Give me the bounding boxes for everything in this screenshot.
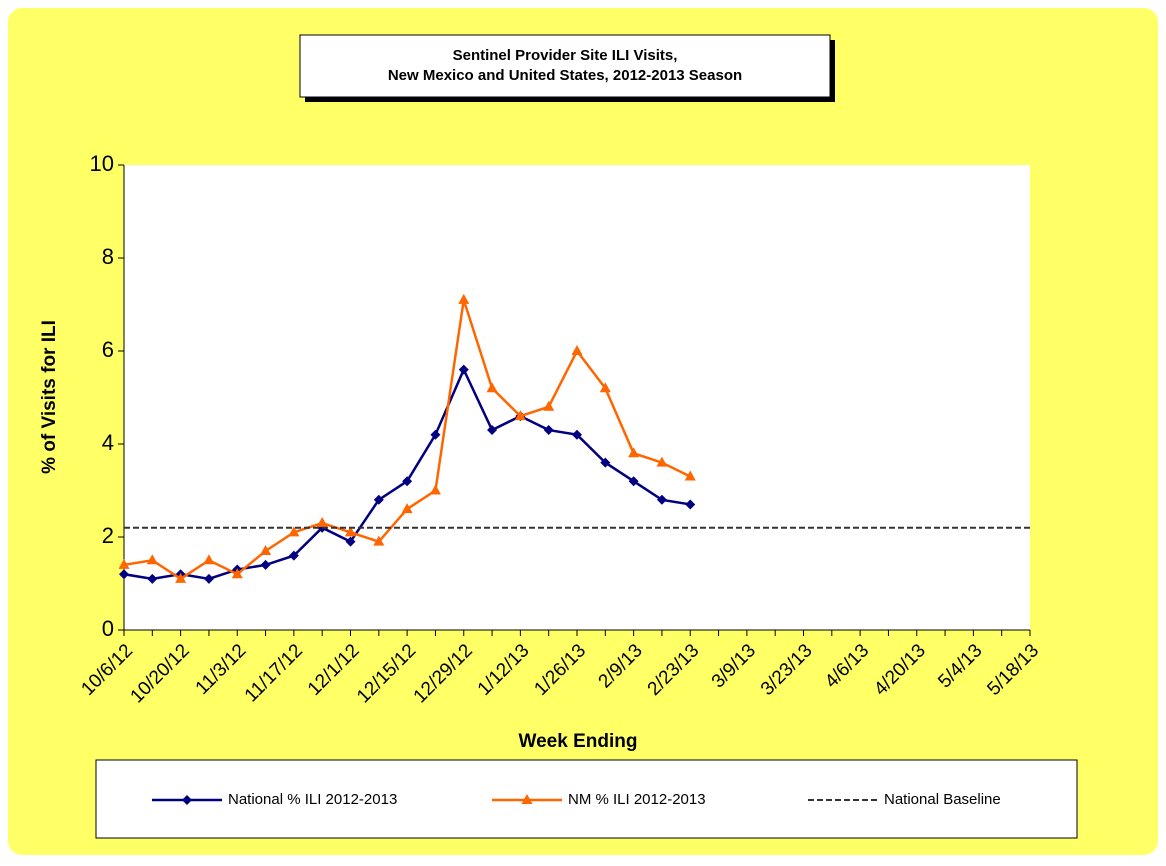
point — [514, 410, 526, 421]
point — [684, 470, 696, 481]
y-tick-label: 6 — [102, 337, 114, 362]
point — [543, 400, 555, 411]
y-tick-label: 8 — [102, 244, 114, 269]
title-box — [299, 34, 831, 98]
point — [600, 457, 611, 468]
point — [571, 345, 583, 355]
legend-label: National % ILI 2012-2013 — [228, 791, 397, 808]
point — [685, 499, 696, 510]
point — [401, 503, 413, 514]
point — [203, 573, 214, 584]
point — [656, 456, 668, 467]
point — [656, 494, 667, 505]
point — [628, 476, 639, 487]
legend-label: National Baseline — [884, 791, 1001, 808]
point — [543, 425, 554, 436]
point — [119, 569, 129, 580]
point — [345, 536, 356, 547]
point — [146, 554, 158, 565]
point — [288, 526, 300, 537]
chart-title: New Mexico and United States, 2012-2013 … — [388, 67, 742, 84]
y-tick-label: 2 — [102, 523, 114, 548]
point — [316, 517, 328, 528]
point — [203, 554, 215, 565]
point — [486, 382, 498, 393]
y-tick-label: 0 — [102, 616, 114, 641]
y-tick-label: 4 — [102, 430, 114, 455]
chart-title: Sentinel Provider Site ILI Visits, — [453, 47, 678, 64]
point — [175, 572, 187, 583]
point — [487, 425, 498, 436]
legend — [95, 759, 1078, 839]
point — [572, 429, 582, 440]
point — [147, 573, 158, 584]
point — [260, 559, 271, 570]
point — [429, 484, 441, 495]
point — [118, 558, 130, 569]
point — [288, 550, 299, 561]
point — [402, 476, 413, 487]
point — [345, 526, 356, 537]
point — [599, 382, 611, 393]
plot-area — [124, 165, 1030, 630]
point — [373, 494, 384, 505]
y-tick-label: 10 — [90, 151, 114, 176]
point — [231, 568, 243, 579]
point — [182, 795, 192, 805]
point — [458, 364, 469, 375]
point — [628, 447, 640, 458]
x-axis-label: Week Ending — [519, 731, 638, 752]
point — [521, 794, 533, 804]
legend-label: NM % ILI 2012-2013 — [568, 791, 706, 808]
point — [458, 293, 470, 304]
point — [260, 544, 272, 555]
y-axis-label: % of Visits for ILI — [39, 320, 60, 474]
point — [430, 429, 441, 440]
point — [373, 535, 385, 546]
